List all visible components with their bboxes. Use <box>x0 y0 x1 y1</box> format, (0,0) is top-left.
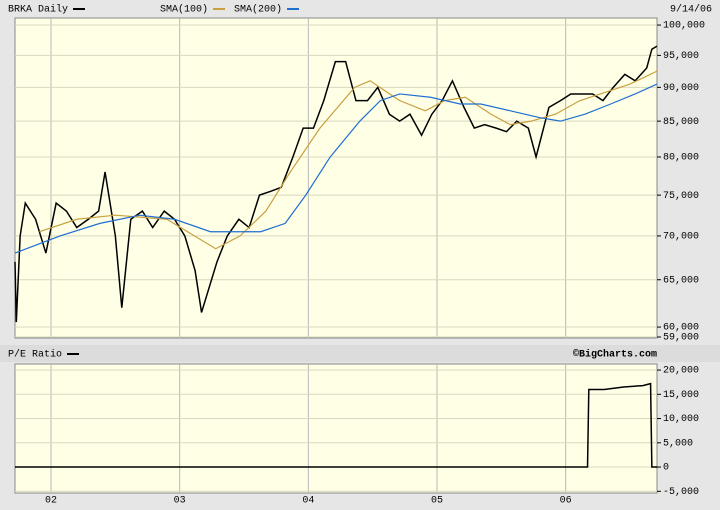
plot-area <box>14 363 658 494</box>
plot-area <box>14 17 658 339</box>
y-tick-label: 60,000 <box>663 323 699 334</box>
y-tick-label: 65,000 <box>663 275 699 286</box>
y-tick-label: 80,000 <box>663 153 699 164</box>
y-tick-label: 10,000 <box>663 414 699 425</box>
y-tick-label: 75,000 <box>663 191 699 202</box>
y-tick-label: 100,000 <box>663 21 705 32</box>
y-tick-label: 95,000 <box>663 51 699 62</box>
x-tick-label: 06 <box>560 496 572 507</box>
y-tick-label: 0 <box>663 463 669 474</box>
series-line <box>14 83 658 254</box>
credit: ©BigCharts.com <box>573 349 657 361</box>
x-tick-label: 02 <box>45 496 57 507</box>
y-tick-label: -5,000 <box>663 487 699 498</box>
legend-label: BRKA Daily <box>8 4 68 16</box>
y-tick-label: 59,000 <box>663 333 699 344</box>
x-tick-label: 04 <box>302 496 314 507</box>
y-tick-label: 5,000 <box>663 438 693 449</box>
series-line <box>15 382 657 468</box>
pane-header <box>0 345 720 362</box>
x-tick-label: 03 <box>174 496 186 507</box>
y-tick-label: 15,000 <box>663 390 699 401</box>
y-tick-label: 90,000 <box>663 83 699 94</box>
legend-label: P/E Ratio <box>8 349 62 361</box>
y-tick-label: 85,000 <box>663 117 699 128</box>
y-tick-label: 20,000 <box>663 366 699 377</box>
date-label: 9/14/06 <box>670 4 712 16</box>
x-tick-label: 05 <box>431 496 443 507</box>
legend-label: SMA(100) <box>160 4 208 16</box>
series-line <box>39 70 658 250</box>
y-tick-label: 70,000 <box>663 232 699 243</box>
legend-label: SMA(200) <box>234 4 282 16</box>
series-line <box>14 45 658 323</box>
